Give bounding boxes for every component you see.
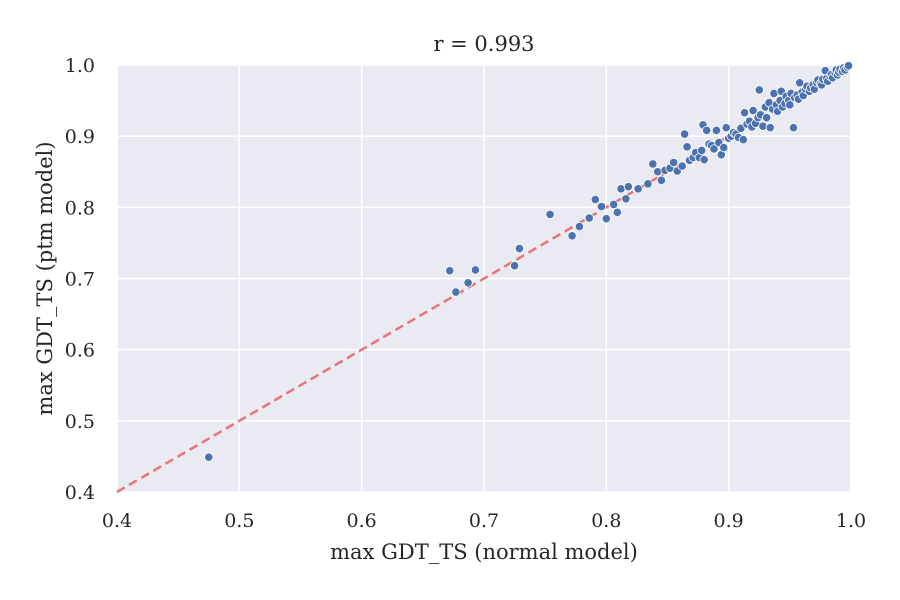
scatter-point — [699, 155, 709, 165]
scatter-point — [545, 209, 555, 220]
x-tick-label: 0.5 — [224, 510, 254, 532]
data-points — [204, 61, 854, 462]
scatter-point — [596, 202, 607, 212]
scatter-point — [653, 167, 663, 177]
scatter-point — [574, 221, 585, 232]
x-tick-label: 1.0 — [836, 510, 866, 532]
scatter-point — [584, 213, 594, 223]
scatter-point — [739, 108, 750, 118]
y-tick-label: 0.8 — [65, 197, 95, 219]
scatter-point — [623, 182, 633, 192]
scatter-point — [754, 85, 764, 95]
x-tick-label: 0.8 — [591, 510, 621, 532]
scatter-point — [711, 125, 722, 136]
scatter-point — [748, 105, 758, 116]
y-tick-label: 0.5 — [65, 411, 95, 433]
scatter-point — [643, 179, 653, 189]
scatter-point — [680, 129, 690, 139]
scatter-point — [567, 231, 577, 241]
scatter-point — [590, 194, 600, 205]
y-tick-labels: 0.4 0.5 0.6 0.7 0.8 0.9 1.0 — [65, 55, 95, 504]
scatter-point — [451, 287, 461, 297]
x-tick-label: 0.7 — [469, 510, 499, 532]
scatter-point — [785, 100, 795, 110]
scatter-point — [677, 161, 687, 171]
scatter-point — [697, 145, 707, 155]
x-tick-label: 0.4 — [102, 510, 132, 532]
scatter-point — [721, 123, 731, 133]
scatter-point — [765, 123, 775, 133]
y-tick-label: 1.0 — [65, 55, 95, 77]
x-tick-labels: 0.4 0.5 0.6 0.7 0.8 0.9 1.0 — [102, 510, 866, 532]
y-tick-label: 0.4 — [65, 482, 95, 504]
y-axis-label: max GDT_TS (ptm model) — [33, 141, 57, 415]
x-axis-label: max GDT_TS (normal model) — [330, 540, 638, 564]
scatter-point — [463, 278, 473, 288]
scatter-point — [612, 207, 622, 217]
x-tick-label: 0.9 — [714, 510, 744, 532]
scatter-point — [609, 199, 619, 210]
scatter-point — [682, 142, 692, 152]
scatter-point — [719, 142, 729, 153]
x-tick-label: 0.6 — [347, 510, 377, 532]
scatter-point — [758, 121, 768, 131]
scatter-point — [648, 159, 658, 169]
scatter-point — [702, 125, 712, 136]
scatter-point — [633, 184, 643, 194]
scatter-point — [788, 123, 799, 133]
scatter-point — [621, 194, 631, 204]
scatter-point — [509, 261, 520, 271]
y-tick-label: 0.6 — [65, 340, 95, 362]
scatter-point — [204, 452, 214, 462]
scatter-point — [601, 214, 611, 224]
scatter-point — [795, 78, 805, 88]
scatter-point — [761, 113, 772, 123]
scatter-point — [669, 157, 679, 168]
y-tick-label: 0.7 — [65, 269, 95, 291]
scatter-point — [514, 244, 525, 254]
scatter-point — [709, 144, 719, 154]
scatter-point — [738, 135, 748, 145]
scatter-point — [656, 175, 666, 185]
chart-title: r = 0.993 — [433, 32, 534, 56]
scatter-point — [843, 61, 854, 71]
scatter-point — [445, 266, 455, 276]
scatter-point — [470, 265, 481, 275]
y-tick-label: 0.9 — [65, 126, 95, 148]
